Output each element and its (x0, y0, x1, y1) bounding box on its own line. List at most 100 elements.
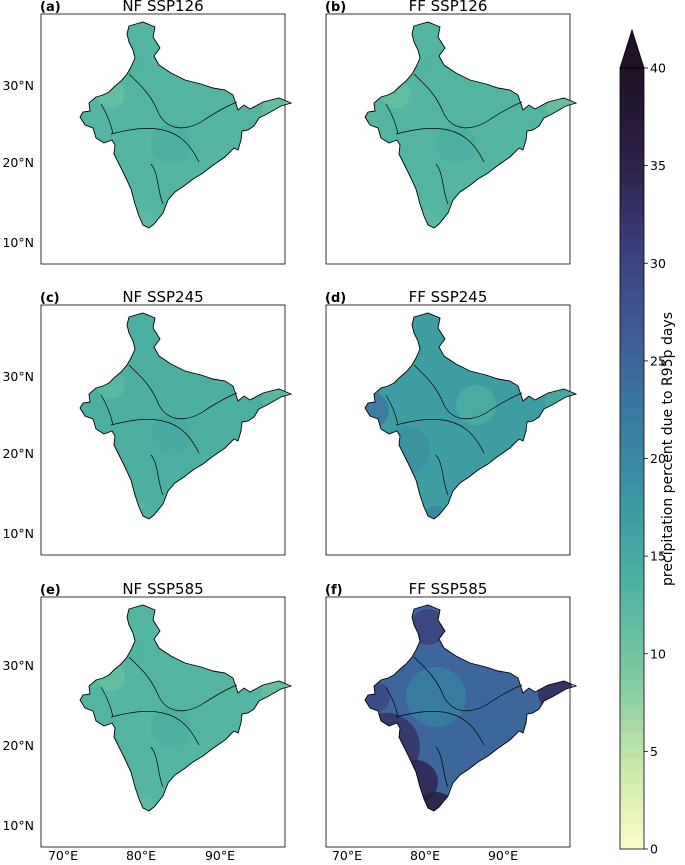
field-patch (436, 124, 476, 164)
field-patch (456, 385, 496, 425)
lon-tick-label: 70°E (48, 848, 78, 863)
colorbar-segment (620, 159, 644, 173)
colorbar-segment (620, 575, 644, 590)
colorbar-segment (620, 276, 644, 290)
lon-tick-label: 90°E (205, 848, 235, 863)
colorbar-segment (620, 692, 644, 707)
panel-d: (d) FF SSP245 (325, 288, 577, 556)
colorbar-segment (620, 107, 644, 121)
field-patch (151, 415, 191, 455)
colorbar-gradient (620, 68, 644, 850)
colorbar-segment (620, 562, 644, 577)
colorbar-tick-label: 40 (650, 61, 666, 76)
lat-tick-label: 10°N (2, 818, 34, 833)
lat-axis-row-2: 30°N 20°N 10°N (2, 369, 34, 541)
region-boundaries (100, 73, 238, 205)
panel-title: NF SSP585 (122, 580, 203, 598)
colorbar-segment (620, 783, 644, 798)
panel-title: FF SSP126 (409, 0, 488, 15)
colorbar-segment (620, 302, 644, 316)
colorbar-segment (620, 588, 644, 603)
panel-label: (f) (325, 583, 343, 598)
colorbar-segment (620, 497, 644, 512)
lat-tick-label: 10°N (2, 526, 34, 541)
colorbar-segment (620, 133, 644, 147)
field-patch (365, 392, 389, 428)
colorbar-segment (620, 315, 644, 329)
colorbar-segment (620, 68, 644, 82)
region-boundaries (100, 656, 238, 788)
lat-tick-label: 10°N (2, 235, 34, 250)
colorbar-segment (620, 211, 644, 225)
panel-label: (b) (325, 0, 346, 15)
colorbar-segment (620, 198, 644, 212)
colorbar-segment (620, 367, 644, 381)
field-patch (406, 667, 466, 727)
colorbar-segment (620, 822, 644, 837)
colorbar-segment (620, 458, 644, 473)
region-boundaries (385, 364, 523, 496)
colorbar-segment (620, 354, 644, 368)
colorbar-segment (620, 289, 644, 303)
lat-tick-label: 20°N (2, 446, 34, 461)
colorbar-segment (620, 809, 644, 824)
lon-tick-label: 80°E (126, 848, 156, 863)
colorbar-segment (620, 185, 644, 199)
lat-axis-row-3: 30°N 20°N 10°N (2, 658, 34, 833)
region-boundaries (100, 364, 238, 496)
colorbar-ticks: 0 5 10 15 20 25 30 35 40 (644, 61, 666, 857)
colorbar-segment (620, 419, 644, 434)
lat-axis-row-1: 30°N 20°N 10°N (2, 78, 34, 250)
colorbar: 0 5 10 15 20 25 30 35 40 precipitation percent d… (619, 28, 676, 857)
panel-label: (c) (40, 291, 60, 306)
colorbar-segment (620, 653, 644, 668)
colorbar-segment (620, 549, 644, 564)
colorbar-segment (620, 94, 644, 108)
colorbar-segment (620, 523, 644, 538)
colorbar-segment (620, 432, 644, 447)
lat-tick-label: 30°N (2, 78, 34, 93)
panel-c: (c) NF SSP245 (40, 288, 292, 556)
colorbar-tick-label: 25 (650, 353, 666, 368)
region-boundaries (385, 73, 523, 205)
colorbar-tick-label: 20 (650, 451, 666, 466)
colorbar-tick-label: 30 (650, 256, 666, 271)
colorbar-segment (620, 172, 644, 186)
colorbar-segment (620, 393, 644, 408)
colorbar-tick-label: 35 (650, 158, 666, 173)
panel-e: (e) NF SSP585 (40, 580, 292, 848)
colorbar-segment (620, 744, 644, 759)
panel-title: FF SSP585 (409, 580, 488, 598)
lon-tick-label: 80°E (410, 848, 440, 863)
colorbar-segment (620, 328, 644, 342)
region-boundaries (385, 656, 523, 788)
colorbar-segment (620, 445, 644, 460)
colorbar-tick-label: 5 (650, 744, 658, 759)
lon-axis-left: 70°E 80°E 90°E (48, 848, 235, 863)
panel-title: NF SSP126 (122, 0, 203, 15)
colorbar-segment (620, 224, 644, 238)
colorbar-segment (620, 484, 644, 499)
panel-b: (b) FF SSP126 (325, 0, 577, 265)
colorbar-segment (620, 471, 644, 486)
colorbar-tick-label: 10 (650, 646, 666, 661)
panel-label: (e) (40, 583, 61, 598)
panel-a: (a) NF SSP126 (40, 0, 292, 265)
colorbar-segment (620, 250, 644, 264)
lat-tick-label: 20°N (2, 738, 34, 753)
colorbar-segment (620, 614, 644, 629)
field-patch (151, 124, 191, 164)
panel-title: NF SSP245 (122, 288, 203, 306)
colorbar-segment (620, 627, 644, 642)
panel-f: (f) FF SSP585 (325, 580, 577, 848)
colorbar-segment (620, 679, 644, 694)
panel-label: (a) (40, 0, 61, 15)
colorbar-extend-triangle (619, 28, 645, 69)
colorbar-segment (620, 705, 644, 720)
colorbar-segment (620, 81, 644, 95)
lon-tick-label: 70°E (332, 848, 362, 863)
colorbar-segment (620, 380, 644, 395)
lat-tick-label: 20°N (2, 155, 34, 170)
field-patch (151, 707, 191, 747)
